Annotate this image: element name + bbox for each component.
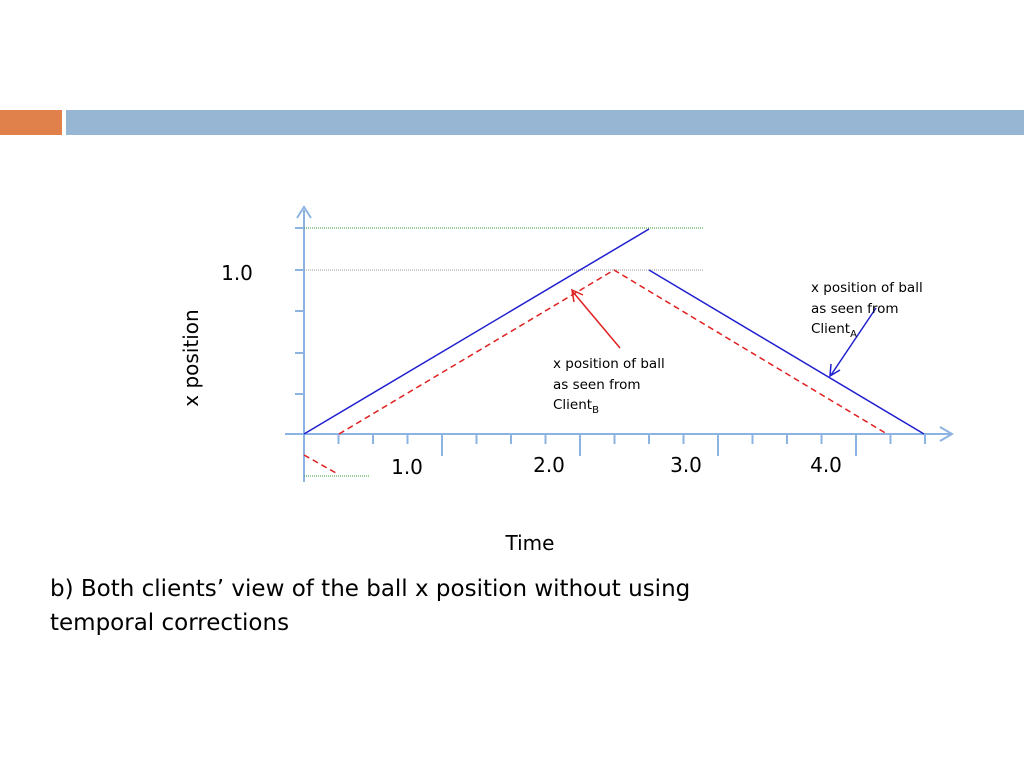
annotation-line: ClientA [811,321,857,340]
y-ticks [295,227,304,395]
caption-line: b) Both clients’ view of the ball x posi… [50,576,690,602]
annotation-b: x position of ball as seen from ClientB [553,356,665,416]
subscript: B [592,405,599,416]
annotation-line: ClientB [553,397,599,416]
x-ticks [337,434,926,456]
subscript: A [850,329,857,340]
annotation-text: Client [811,321,850,337]
annotation-line: as seen from [553,377,641,393]
header-bar [66,110,1024,135]
arrow-b [572,291,621,349]
arrow-a-head [829,363,841,378]
y-axis-label: x position [179,309,203,406]
client-a-line [303,228,650,435]
x-arrow [939,426,954,442]
arrow-b-head [571,288,584,303]
annotation-line: as seen from [811,301,899,317]
annotation-line: x position of ball [553,356,665,372]
axes [285,205,954,482]
annotation-text: Client [553,397,592,413]
x-tick-label: 1.0 [391,455,423,479]
x-tick-label: 3.0 [670,453,702,477]
header-accent [0,110,62,135]
annotation-line: x position of ball [811,280,923,296]
caption-line: temporal corrections [50,610,289,636]
y-tick-label: 1.0 [221,261,253,285]
x-axis-label: Time [505,531,555,555]
x-tick-label: 4.0 [810,453,842,477]
annotation-a: x position of ball as seen from ClientA [811,280,923,340]
arrow-a [830,307,877,376]
client-b-line [303,454,337,474]
x-tick-label: 2.0 [533,453,565,477]
client-b-line [338,269,888,435]
client-a-line [648,269,925,435]
y-arrow [296,205,312,219]
